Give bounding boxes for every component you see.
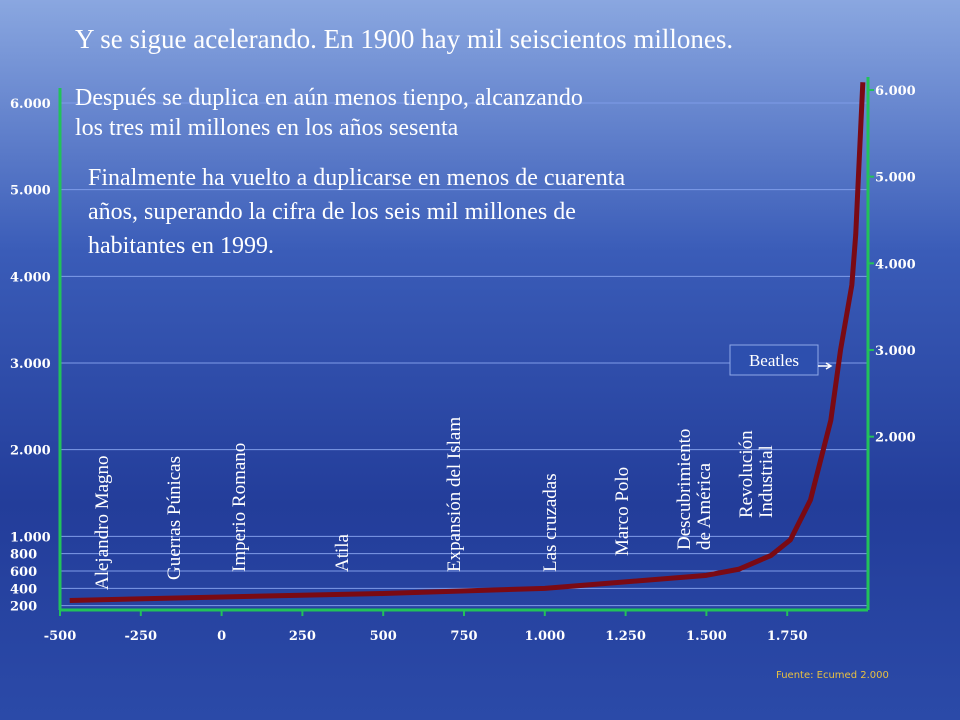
- y-tick-label: 400: [10, 582, 37, 597]
- x-tick-label: 1.500: [686, 629, 727, 644]
- y-tick-label: 5.000: [10, 184, 51, 199]
- callout-box: [729, 344, 819, 376]
- y-tick-label: 800: [10, 548, 37, 563]
- y-tick-label: 3.000: [10, 357, 51, 372]
- source: Fuente: Ecumed 2.000: [776, 670, 889, 681]
- y-tick-label: 4.000: [10, 270, 51, 285]
- x-tick-label: -500: [44, 629, 77, 644]
- x-tick-label: 750: [450, 629, 477, 644]
- event-label: de América: [694, 462, 715, 550]
- event-label: Guerras Púnicas: [164, 456, 185, 580]
- paragraph: Finalmente ha vuelto a duplicarse en men…: [88, 165, 625, 259]
- x-tick-label: 1.750: [767, 629, 808, 644]
- population-line: [69, 82, 866, 603]
- y2-tick-label: 2.000: [875, 431, 916, 446]
- x-tick-label: 0: [217, 629, 226, 644]
- y2-tick-label: 5.000: [875, 171, 916, 186]
- event-label: Atila: [332, 533, 353, 572]
- callout-arrow: [818, 362, 833, 370]
- y2-tick-label: 3.000: [875, 344, 916, 359]
- y-tick-label: 1.000: [10, 530, 51, 545]
- y-tick-label: 600: [10, 565, 37, 580]
- event-label: Expansión del Islam: [444, 417, 465, 572]
- event-label: Alejandro Magno: [92, 455, 113, 590]
- callout-label: Beatles: [749, 351, 799, 370]
- y-tick-label: 6.000: [10, 97, 51, 112]
- y2-tick-label: 6.000: [875, 84, 916, 99]
- event-label: Imperio Romano: [229, 443, 250, 572]
- x-tick-label: -250: [125, 629, 158, 644]
- event-label: Marco Polo: [612, 467, 633, 556]
- y-tick-label: 2.000: [10, 444, 51, 459]
- event-label: Las cruzadas: [540, 473, 561, 572]
- y2-tick-label: 4.000: [875, 257, 916, 272]
- x-tick-label: 1.000: [524, 629, 565, 644]
- x-tick-label: 250: [289, 629, 316, 644]
- title: Y se sigue acelerando. En 1900 hay mil s…: [75, 24, 733, 54]
- event-label: Descubrimiento: [674, 429, 695, 550]
- x-tick-label: 1.250: [605, 629, 646, 644]
- paragraph: Después se duplica en aún menos tienpo, …: [75, 85, 583, 141]
- y-tick-label: 200: [10, 600, 37, 615]
- x-tick-label: 500: [370, 629, 397, 644]
- event-label: Industrial: [756, 445, 777, 518]
- event-label: Revolución: [736, 430, 757, 518]
